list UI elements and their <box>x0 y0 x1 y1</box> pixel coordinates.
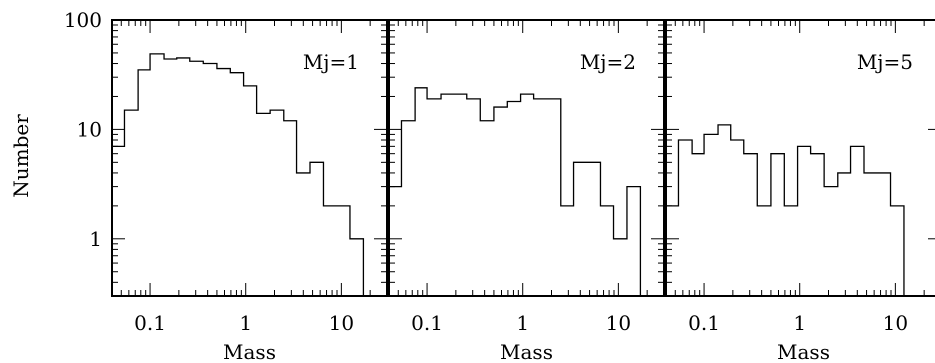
x-tick-label: 0.1 <box>134 311 166 335</box>
histogram-series <box>111 53 365 296</box>
panel-frame <box>388 19 665 297</box>
panel-annotation: Mj=2 <box>580 50 636 74</box>
y-tick-label: 10 <box>77 117 102 141</box>
panel-1: 0.1 1 10 1 10 100 Mass Mj=1 <box>64 8 388 363</box>
panel-annotation: Mj=5 <box>857 50 913 74</box>
histogram-series <box>388 87 642 296</box>
panels-group: 0.1 1 10 1 10 100 Mass Mj=1 0.1 1 10 Mass Mj=2 0.1 1 10… <box>64 8 935 363</box>
y-tick-label: 1 <box>89 227 102 251</box>
x-tick-label: 10 <box>883 311 908 335</box>
panel-frame <box>665 19 935 297</box>
x-axis-label: Mass <box>500 340 553 363</box>
histogram-series <box>665 124 905 296</box>
panel-3: 0.1 1 10 Mass Mj=5 <box>665 19 935 363</box>
x-tick-label: 0.1 <box>411 311 443 335</box>
panel-2: 0.1 1 10 Mass Mj=2 <box>388 19 665 363</box>
x-tick-label: 10 <box>329 311 354 335</box>
y-tick-label: 100 <box>64 8 102 32</box>
x-tick-label: 1 <box>239 311 252 335</box>
x-axis-label: Mass <box>777 340 830 363</box>
x-axis-label: Mass <box>223 340 276 363</box>
y-axis-label: Number <box>9 114 33 198</box>
x-tick-label: 0.1 <box>688 311 720 335</box>
panel-annotation: Mj=1 <box>303 50 359 74</box>
x-tick-label: 1 <box>516 311 529 335</box>
x-tick-label: 10 <box>606 311 631 335</box>
x-tick-label: 1 <box>793 311 806 335</box>
